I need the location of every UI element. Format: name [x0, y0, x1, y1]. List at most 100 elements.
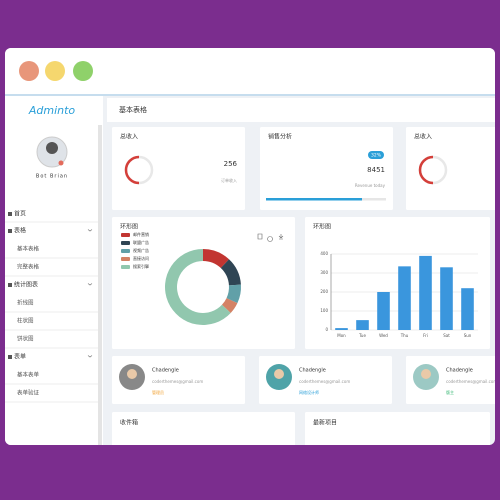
- stat-value: 8451: [367, 166, 385, 174]
- badge-text: 32%: [371, 153, 382, 159]
- bar[interactable]: [398, 266, 411, 330]
- menu-item[interactable]: 表单: [14, 353, 26, 361]
- toolbar-icon[interactable]: [267, 236, 273, 242]
- menu-item[interactable]: 统计图表: [14, 281, 38, 289]
- profile-role: 管理员: [152, 389, 164, 395]
- menu-icon: [8, 229, 12, 233]
- submenu-item[interactable]: 折线图: [17, 299, 34, 307]
- bar[interactable]: [461, 288, 474, 330]
- minimize-button[interactable]: [45, 61, 65, 81]
- page-title: 基本表格: [119, 105, 147, 114]
- profile-role: 版主: [446, 389, 454, 395]
- submenu-item[interactable]: 完整表格: [17, 263, 40, 271]
- profile-name: Chadengle: [152, 368, 179, 374]
- card: [112, 412, 295, 445]
- cards: 总收入 256 订单收入 销售分析 32% 8451 Revenue today 总收入环形图…: [112, 127, 497, 445]
- donut-slice: [221, 298, 238, 314]
- menu-icon: [8, 283, 12, 287]
- chart-title: 环形图: [120, 223, 138, 231]
- card: [112, 217, 295, 349]
- card: [406, 127, 495, 210]
- profile-face: [421, 369, 431, 379]
- x-tick-label: Tue: [358, 333, 366, 338]
- y-tick-label: 200: [320, 289, 328, 294]
- y-tick-label: 100: [320, 308, 328, 313]
- badge: [368, 151, 384, 159]
- menu-icon: [8, 355, 12, 359]
- x-tick-label: Sat: [443, 333, 450, 338]
- profile-face: [274, 369, 284, 379]
- progress-bar: [266, 198, 362, 201]
- card: [112, 356, 245, 404]
- x-tick-label: Fri: [423, 333, 428, 338]
- gauge-arc: [124, 155, 140, 185]
- profile-name: Chadengle: [299, 368, 326, 374]
- menu-arrow: [87, 283, 93, 286]
- bar[interactable]: [377, 292, 390, 330]
- legend-swatch: [121, 241, 130, 245]
- toolbar-icon[interactable]: [278, 234, 284, 240]
- toolbar-icon[interactable]: [257, 233, 263, 240]
- profile-face: [127, 369, 137, 379]
- card-title: 最新项目: [313, 419, 337, 427]
- card: [112, 127, 245, 210]
- scrollbar: [98, 125, 102, 445]
- menu-item[interactable]: 表格: [14, 227, 26, 235]
- user-name: Bot Brian: [36, 174, 68, 180]
- maximize-button[interactable]: [73, 61, 93, 81]
- y-tick-label: 0: [325, 327, 328, 332]
- legend-label: 搜索引擎: [133, 263, 149, 269]
- bar[interactable]: [335, 328, 348, 330]
- submenu-item[interactable]: 基本表单: [17, 371, 40, 379]
- submenu-item[interactable]: 饼状图: [17, 335, 34, 343]
- x-tick-label: Sun: [464, 333, 472, 338]
- close-button[interactable]: [19, 61, 39, 81]
- submenu-item[interactable]: 基本表格: [17, 245, 40, 253]
- profile-role: 网络设计师: [299, 389, 319, 395]
- submenu-item[interactable]: 柱状图: [17, 317, 34, 325]
- gauge-arc: [418, 155, 434, 185]
- donut-slice: [203, 249, 230, 269]
- bar[interactable]: [440, 267, 453, 330]
- profile-email: coderthemes@gmail.com: [446, 379, 497, 384]
- donut-slice: [165, 249, 231, 325]
- y-tick-label: 400: [320, 251, 328, 256]
- legend-label: 视频广告: [133, 247, 149, 253]
- y-tick-label: 300: [320, 270, 328, 275]
- legend-label: 联盟广告: [133, 239, 149, 245]
- stat-caption: Revenue today: [355, 183, 386, 188]
- bar[interactable]: [356, 320, 369, 330]
- logo[interactable]: Adminto: [28, 104, 76, 117]
- submenu-item[interactable]: 表单验证: [17, 389, 40, 397]
- legend-swatch: [121, 257, 130, 261]
- card: [305, 412, 490, 445]
- menu-arrow: [87, 229, 93, 232]
- bar[interactable]: [419, 255, 432, 330]
- donut-slice: [220, 259, 241, 286]
- stat-title: 总收入: [414, 133, 432, 141]
- page-header: [107, 98, 495, 122]
- legend-swatch: [121, 233, 130, 237]
- stat-title: 销售分析: [268, 133, 292, 141]
- profile-email: coderthemes@gmail.com: [299, 379, 350, 384]
- x-tick-label: Mon: [337, 333, 346, 338]
- profile-name: Chadengle: [446, 368, 473, 374]
- legend-swatch: [121, 265, 130, 269]
- legend-label: 邮件营销: [133, 231, 149, 237]
- stat-value: 256: [224, 160, 238, 168]
- card: [259, 356, 392, 404]
- profile-email: coderthemes@gmail.com: [152, 379, 203, 384]
- menu-arrow: [87, 355, 93, 358]
- menu-icon: [8, 212, 12, 216]
- stat-caption: 订单收入: [221, 177, 237, 183]
- menu-item[interactable]: 首页: [14, 210, 26, 218]
- card-title: 收件箱: [120, 419, 138, 427]
- x-tick-label: Wed: [379, 333, 388, 338]
- legend-label: 直接访问: [133, 255, 149, 261]
- stat-title: 总收入: [120, 133, 138, 141]
- card: [260, 127, 393, 210]
- status-dot: [58, 160, 64, 166]
- chart-title: 环形图: [313, 223, 331, 231]
- donut-slice: [226, 284, 242, 304]
